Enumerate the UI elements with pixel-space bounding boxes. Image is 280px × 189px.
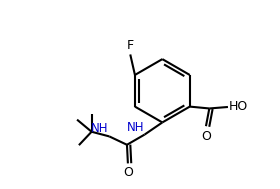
Text: HO: HO	[229, 101, 248, 113]
Text: NH: NH	[91, 122, 109, 136]
Text: O: O	[201, 129, 211, 143]
Text: NH: NH	[126, 121, 144, 134]
Text: F: F	[127, 39, 134, 52]
Text: O: O	[123, 166, 133, 179]
